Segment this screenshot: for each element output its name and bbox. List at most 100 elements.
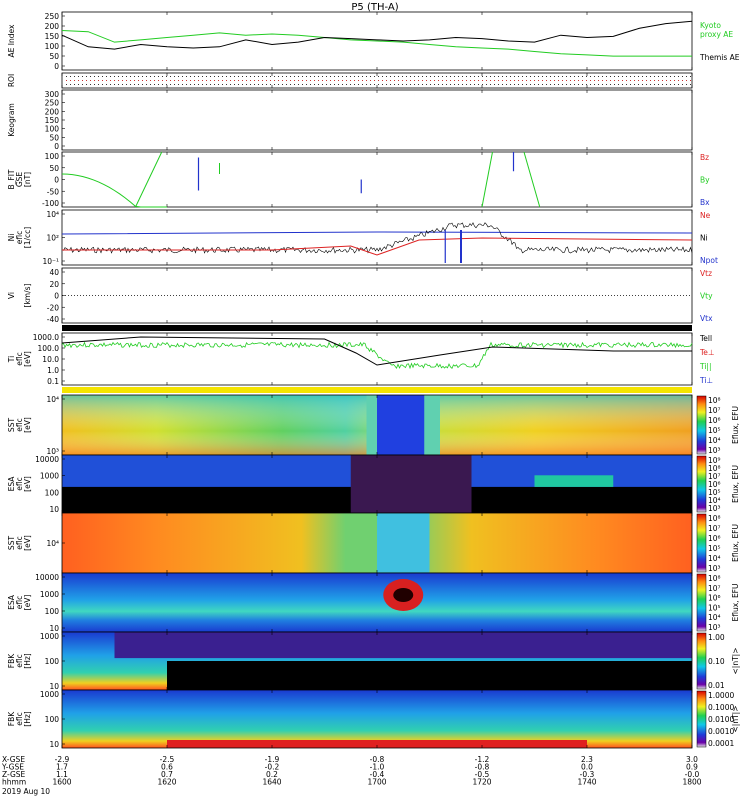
roi-dot	[214, 76, 215, 77]
sst-e-core	[377, 395, 425, 455]
legend-ae-kyoto: Kyoto	[700, 21, 721, 30]
roi-dot	[438, 84, 439, 85]
ytick-label: -50	[47, 187, 59, 196]
roi-dot	[118, 76, 119, 77]
footer-value-Y-GSE: -0.8	[475, 763, 490, 772]
colorbar-tick-label: 10³	[708, 504, 721, 513]
ytick-label: 20	[49, 280, 59, 289]
roi-dot	[546, 84, 547, 85]
roi-dot	[382, 80, 383, 81]
roi-dot	[126, 84, 127, 85]
legend-vi: Vty	[700, 292, 713, 301]
roi-dot	[498, 84, 499, 85]
roi-dot	[498, 80, 499, 81]
roi-dot	[562, 84, 563, 85]
roi-dot	[550, 80, 551, 81]
colorbar-tick-label: 10⁷	[708, 406, 721, 415]
bfit-by-line	[523, 151, 541, 208]
ytick-label: 100	[45, 152, 60, 161]
ytick-label: 50	[49, 164, 59, 173]
roi-dot	[130, 76, 131, 77]
roi-dot	[178, 76, 179, 77]
ytick-label: 100	[45, 42, 60, 51]
roi-dot	[166, 76, 167, 77]
roi-dot	[98, 84, 99, 85]
roi-dot	[490, 80, 491, 81]
roi-dot	[370, 76, 371, 77]
roi-dot	[322, 80, 323, 81]
footer-label-Y-GSE: Y-GSE	[1, 763, 24, 772]
roi-dot	[522, 80, 523, 81]
roi-dot	[182, 80, 183, 81]
roi-dot	[226, 84, 227, 85]
roi-dot	[666, 84, 667, 85]
colorbar-label-fbk_scm: <|nT|>	[731, 648, 740, 675]
panel-frame-ti	[61, 332, 693, 386]
roi-dot	[654, 76, 655, 77]
roi-dot	[590, 76, 591, 77]
roi-dot	[450, 76, 451, 77]
roi-dot	[346, 76, 347, 77]
roi-dot	[546, 80, 547, 81]
roi-dot	[150, 80, 151, 81]
ycoord-esa_i: eflc	[15, 596, 24, 609]
roi-dot	[342, 80, 343, 81]
roi-dot	[126, 80, 127, 81]
ytick-label: 0	[54, 142, 59, 151]
roi-dot	[142, 84, 143, 85]
roi-dot	[234, 76, 235, 77]
ytick-label: 50	[49, 133, 59, 142]
roi-dot	[294, 84, 295, 85]
roi-dot	[194, 80, 195, 81]
roi-dot	[610, 76, 611, 77]
yunits-fbk_scm: [Hz]	[23, 653, 32, 669]
ytick-label: 200	[45, 107, 60, 116]
colorbar-tick-label: 10⁸	[708, 574, 721, 583]
roi-dot	[462, 80, 463, 81]
roi-dot	[430, 76, 431, 77]
roi-dot	[642, 76, 643, 77]
roi-dot	[466, 80, 467, 81]
roi-dot	[78, 84, 79, 85]
roi-dot	[454, 84, 455, 85]
roi-dot	[582, 76, 583, 77]
roi-dot	[582, 84, 583, 85]
ylabel-vi: Vi	[7, 292, 16, 299]
footer-value-X-GSE: -1.2	[475, 755, 490, 764]
roi-dot	[74, 80, 75, 81]
roi-dot	[294, 76, 295, 77]
roi-dot	[210, 80, 211, 81]
roi-dot	[130, 84, 131, 85]
ycoord-bfit: GSE	[15, 172, 24, 188]
roi-dot	[642, 80, 643, 81]
roi-dot	[434, 76, 435, 77]
roi-dot	[66, 80, 67, 81]
roi-dot	[246, 80, 247, 81]
roi-dot	[302, 80, 303, 81]
ti-top-bar	[62, 325, 692, 331]
ytick-label: 100	[45, 657, 60, 666]
fbk-scm-dark-band	[167, 661, 692, 690]
roi-dot	[542, 84, 543, 85]
roi-dot	[550, 84, 551, 85]
roi-dot	[310, 84, 311, 85]
roi-dot	[478, 76, 479, 77]
roi-dot	[674, 80, 675, 81]
roi-dot	[242, 76, 243, 77]
roi-dot	[566, 76, 567, 77]
roi-dot	[634, 76, 635, 77]
footer-value-Z-GSE: -0.3	[580, 770, 595, 779]
roi-dot	[202, 84, 203, 85]
roi-dot	[458, 80, 459, 81]
roi-dot	[378, 84, 379, 85]
ytick-label: 1000.0	[33, 333, 59, 342]
roi-dot	[558, 80, 559, 81]
roi-dot	[302, 76, 303, 77]
ytick-label: 10⁻¹	[42, 257, 59, 266]
footer-value-X-GSE: -0.8	[370, 755, 385, 764]
roi-dot	[618, 76, 619, 77]
roi-dot	[390, 80, 391, 81]
roi-dot	[134, 76, 135, 77]
footer-label-X-GSE: X-GSE	[2, 755, 25, 764]
bfit-by-line	[135, 151, 163, 208]
